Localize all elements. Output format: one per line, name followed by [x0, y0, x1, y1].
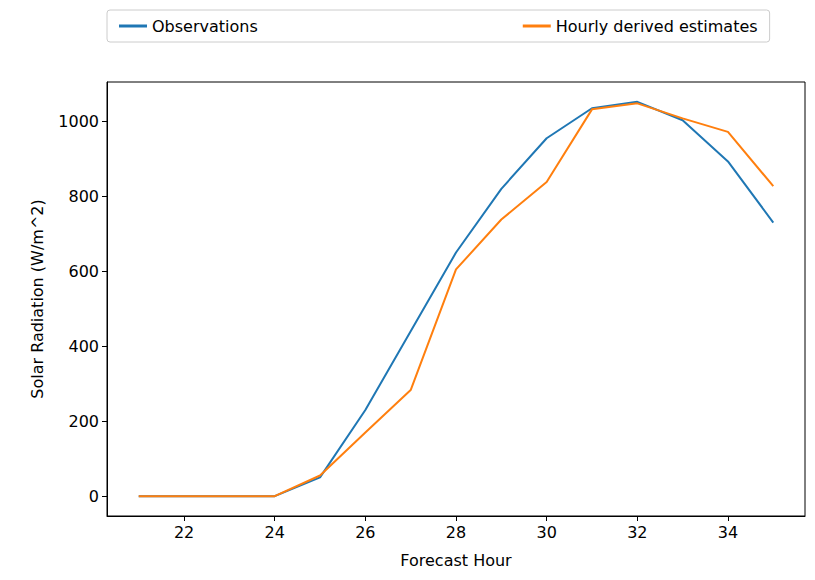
svg-text:30: 30: [536, 523, 556, 542]
svg-text:800: 800: [68, 187, 99, 206]
svg-text:Forecast Hour: Forecast Hour: [400, 551, 512, 570]
svg-text:34: 34: [718, 523, 738, 542]
svg-text:26: 26: [355, 523, 375, 542]
svg-text:600: 600: [68, 262, 99, 281]
svg-text:28: 28: [446, 523, 466, 542]
svg-text:24: 24: [265, 523, 285, 542]
svg-text:0: 0: [89, 487, 99, 506]
svg-text:Observations: Observations: [152, 17, 258, 36]
svg-text:400: 400: [68, 337, 99, 356]
svg-text:200: 200: [68, 412, 99, 431]
svg-text:1000: 1000: [58, 112, 99, 131]
svg-text:32: 32: [627, 523, 647, 542]
svg-text:22: 22: [174, 523, 194, 542]
svg-text:Solar Radiation (W/m^2): Solar Radiation (W/m^2): [28, 199, 47, 398]
svg-text:Hourly derived estimates: Hourly derived estimates: [556, 17, 758, 36]
